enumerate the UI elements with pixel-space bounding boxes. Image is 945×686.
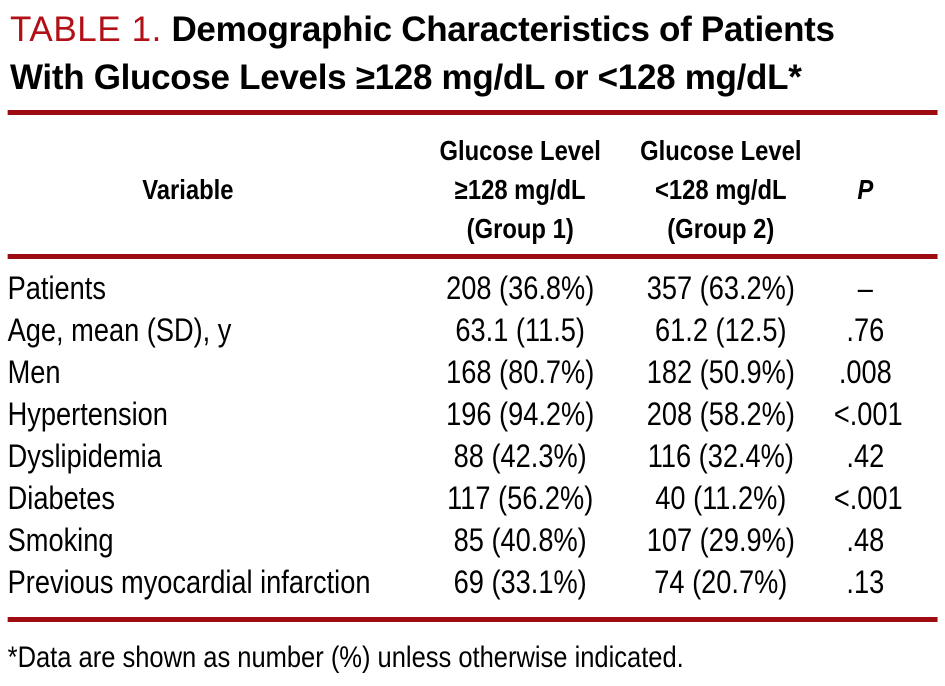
- table-row: Smoking 85 (40.8%) 107 (29.9%) .48: [0, 519, 945, 561]
- column-header-p: P: [857, 174, 874, 205]
- group1-value: 117 (56.2%): [447, 480, 594, 516]
- table-row: Age, mean (SD), y 63.1 (11.5) 61.2 (12.5…: [0, 309, 945, 351]
- p-value: .76: [846, 312, 885, 348]
- table-header-row: Variable Glucose Level ≥128 mg/dL (Group…: [0, 115, 945, 254]
- top-divider: [7, 110, 938, 115]
- group2-value: 357 (63.2%): [646, 270, 795, 306]
- p-value: .48: [846, 522, 885, 558]
- table-body-wrapper: Variable Glucose Level ≥128 mg/dL (Group…: [0, 110, 945, 678]
- row-label: Diabetes: [7, 480, 116, 516]
- column-header-group2: Glucose Level <128 mg/dL (Group 2): [640, 135, 802, 244]
- group2-value: 116 (32.4%): [647, 438, 794, 474]
- title-line1: Demographic Characteristics of Patients: [171, 10, 835, 49]
- group1-value: 69 (33.1%): [453, 564, 587, 600]
- table-row: Previous myocardial infarction 69 (33.1%…: [0, 561, 945, 603]
- row-label: Men: [7, 354, 61, 390]
- group1-value: 208 (36.8%): [446, 270, 595, 306]
- group1-value: 168 (80.7%): [446, 354, 595, 390]
- p-value: <.001: [833, 480, 903, 516]
- header-divider: [7, 254, 938, 259]
- group1-value: 88 (42.3%): [453, 438, 587, 474]
- group2-value: 182 (50.9%): [646, 354, 795, 390]
- row-label: Hypertension: [7, 396, 168, 432]
- table-body: Patients 208 (36.8%) 357 (63.2%) – Age, …: [0, 259, 945, 617]
- group1-value: 196 (94.2%): [446, 396, 595, 432]
- page-title: TABLE 1. Demographic Characteristics of …: [0, 0, 945, 102]
- bottom-divider: [7, 617, 938, 622]
- row-label: Age, mean (SD), y: [7, 312, 232, 348]
- group2-value: 40 (11.2%): [655, 480, 787, 516]
- group1-value: 63.1 (11.5): [455, 312, 585, 348]
- group2-value: 74 (20.7%): [654, 564, 788, 600]
- table-footnote: *Data are shown as number (%) unless oth…: [7, 641, 684, 674]
- table-row: Hypertension 196 (94.2%) 208 (58.2%) <.0…: [0, 393, 945, 435]
- table-row: Diabetes 117 (56.2%) 40 (11.2%) <.001: [0, 477, 945, 519]
- table-number-label: TABLE 1.: [10, 10, 162, 49]
- column-header-group1: Glucose Level ≥128 mg/dL (Group 1): [439, 135, 601, 244]
- row-label: Smoking: [7, 522, 114, 558]
- p-value: –: [857, 270, 873, 306]
- row-label: Dyslipidemia: [7, 438, 162, 474]
- p-value: .42: [846, 438, 885, 474]
- title-line2: With Glucose Levels ≥128 mg/dL or <128 m…: [10, 58, 802, 97]
- group2-value: 61.2 (12.5): [655, 312, 787, 348]
- table-row: Patients 208 (36.8%) 357 (63.2%) –: [0, 267, 945, 309]
- table-row: Men 168 (80.7%) 182 (50.9%) .008: [0, 351, 945, 393]
- p-value: .13: [846, 564, 885, 600]
- group2-value: 107 (29.9%): [646, 522, 795, 558]
- row-label: Patients: [7, 270, 106, 306]
- table-row: Dyslipidemia 88 (42.3%) 116 (32.4%) .42: [0, 435, 945, 477]
- column-header-variable: Variable: [142, 174, 234, 205]
- p-value: <.001: [833, 396, 903, 432]
- group2-value: 208 (58.2%): [646, 396, 795, 432]
- row-label: Previous myocardial infarction: [7, 564, 371, 600]
- group1-value: 85 (40.8%): [453, 522, 587, 558]
- p-value: .008: [838, 354, 892, 390]
